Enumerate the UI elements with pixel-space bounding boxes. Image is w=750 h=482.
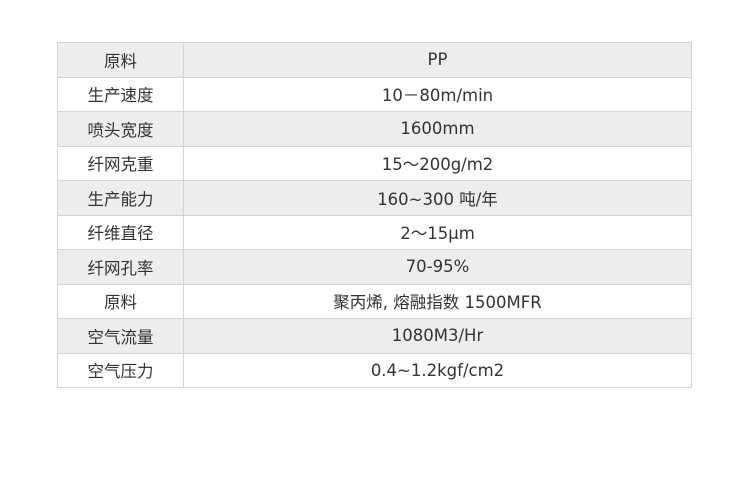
row-label: 空气流量 xyxy=(57,318,184,354)
row-label: 纤维直径 xyxy=(57,214,184,250)
row-label: 原料 xyxy=(57,283,184,319)
row-value: 70-95% xyxy=(183,249,692,285)
table-row: 原料 PP xyxy=(57,42,692,78)
table-row: 纤维直径 2～15μm xyxy=(57,214,692,250)
row-label: 生产速度 xyxy=(57,76,184,112)
table-row: 喷头宽度 1600mm xyxy=(57,111,692,147)
row-label: 生产能力 xyxy=(57,180,184,216)
row-value: 2～15μm xyxy=(183,214,692,250)
row-value: 1600mm xyxy=(183,111,692,147)
row-label: 喷头宽度 xyxy=(57,111,184,147)
row-value: 160~300 吨/年 xyxy=(183,180,692,216)
row-value: PP xyxy=(183,42,692,78)
row-value: 1080M3/Hr xyxy=(183,318,692,354)
table-row: 纤网孔率 70-95% xyxy=(57,249,692,285)
table-row: 生产速度 10－80m/min xyxy=(57,76,692,112)
row-label: 原料 xyxy=(57,42,184,78)
table-row: 空气流量 1080M3/Hr xyxy=(57,318,692,354)
row-value: 15～200g/m2 xyxy=(183,145,692,181)
row-value: 0.4~1.2kgf/cm2 xyxy=(183,352,692,388)
row-label: 纤网克重 xyxy=(57,145,184,181)
row-value: 10－80m/min xyxy=(183,76,692,112)
row-label: 纤网孔率 xyxy=(57,249,184,285)
table-row: 空气压力 0.4~1.2kgf/cm2 xyxy=(57,352,692,388)
table-row: 生产能力 160~300 吨/年 xyxy=(57,180,692,216)
table-row: 原料 聚丙烯, 熔融指数 1500MFR xyxy=(57,283,692,319)
row-label: 空气压力 xyxy=(57,352,184,388)
table-row: 纤网克重 15～200g/m2 xyxy=(57,145,692,181)
row-value: 聚丙烯, 熔融指数 1500MFR xyxy=(183,283,692,319)
spec-table: 原料 PP 生产速度 10－80m/min 喷头宽度 1600mm 纤网克重 15～200g/… xyxy=(57,42,692,388)
